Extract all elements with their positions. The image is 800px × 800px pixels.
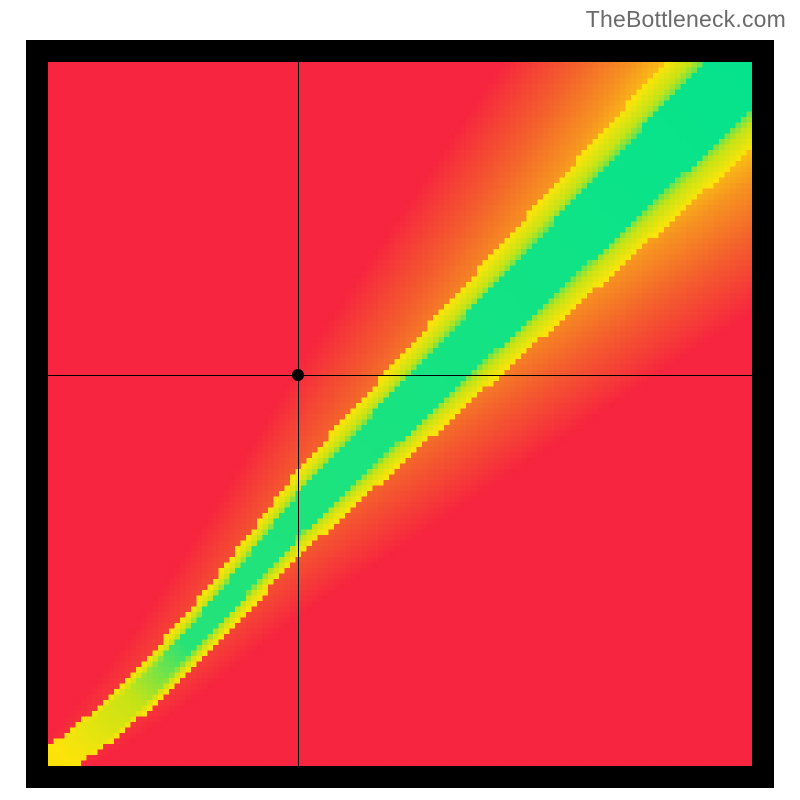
watermark-text: TheBottleneck.com xyxy=(586,6,786,33)
crosshair-horizontal xyxy=(48,375,752,376)
chart-container: TheBottleneck.com xyxy=(0,0,800,800)
plot-inner xyxy=(48,62,752,766)
heatmap-canvas xyxy=(48,62,752,766)
crosshair-vertical xyxy=(298,62,299,766)
plot-frame xyxy=(26,40,774,788)
data-marker xyxy=(292,369,304,381)
